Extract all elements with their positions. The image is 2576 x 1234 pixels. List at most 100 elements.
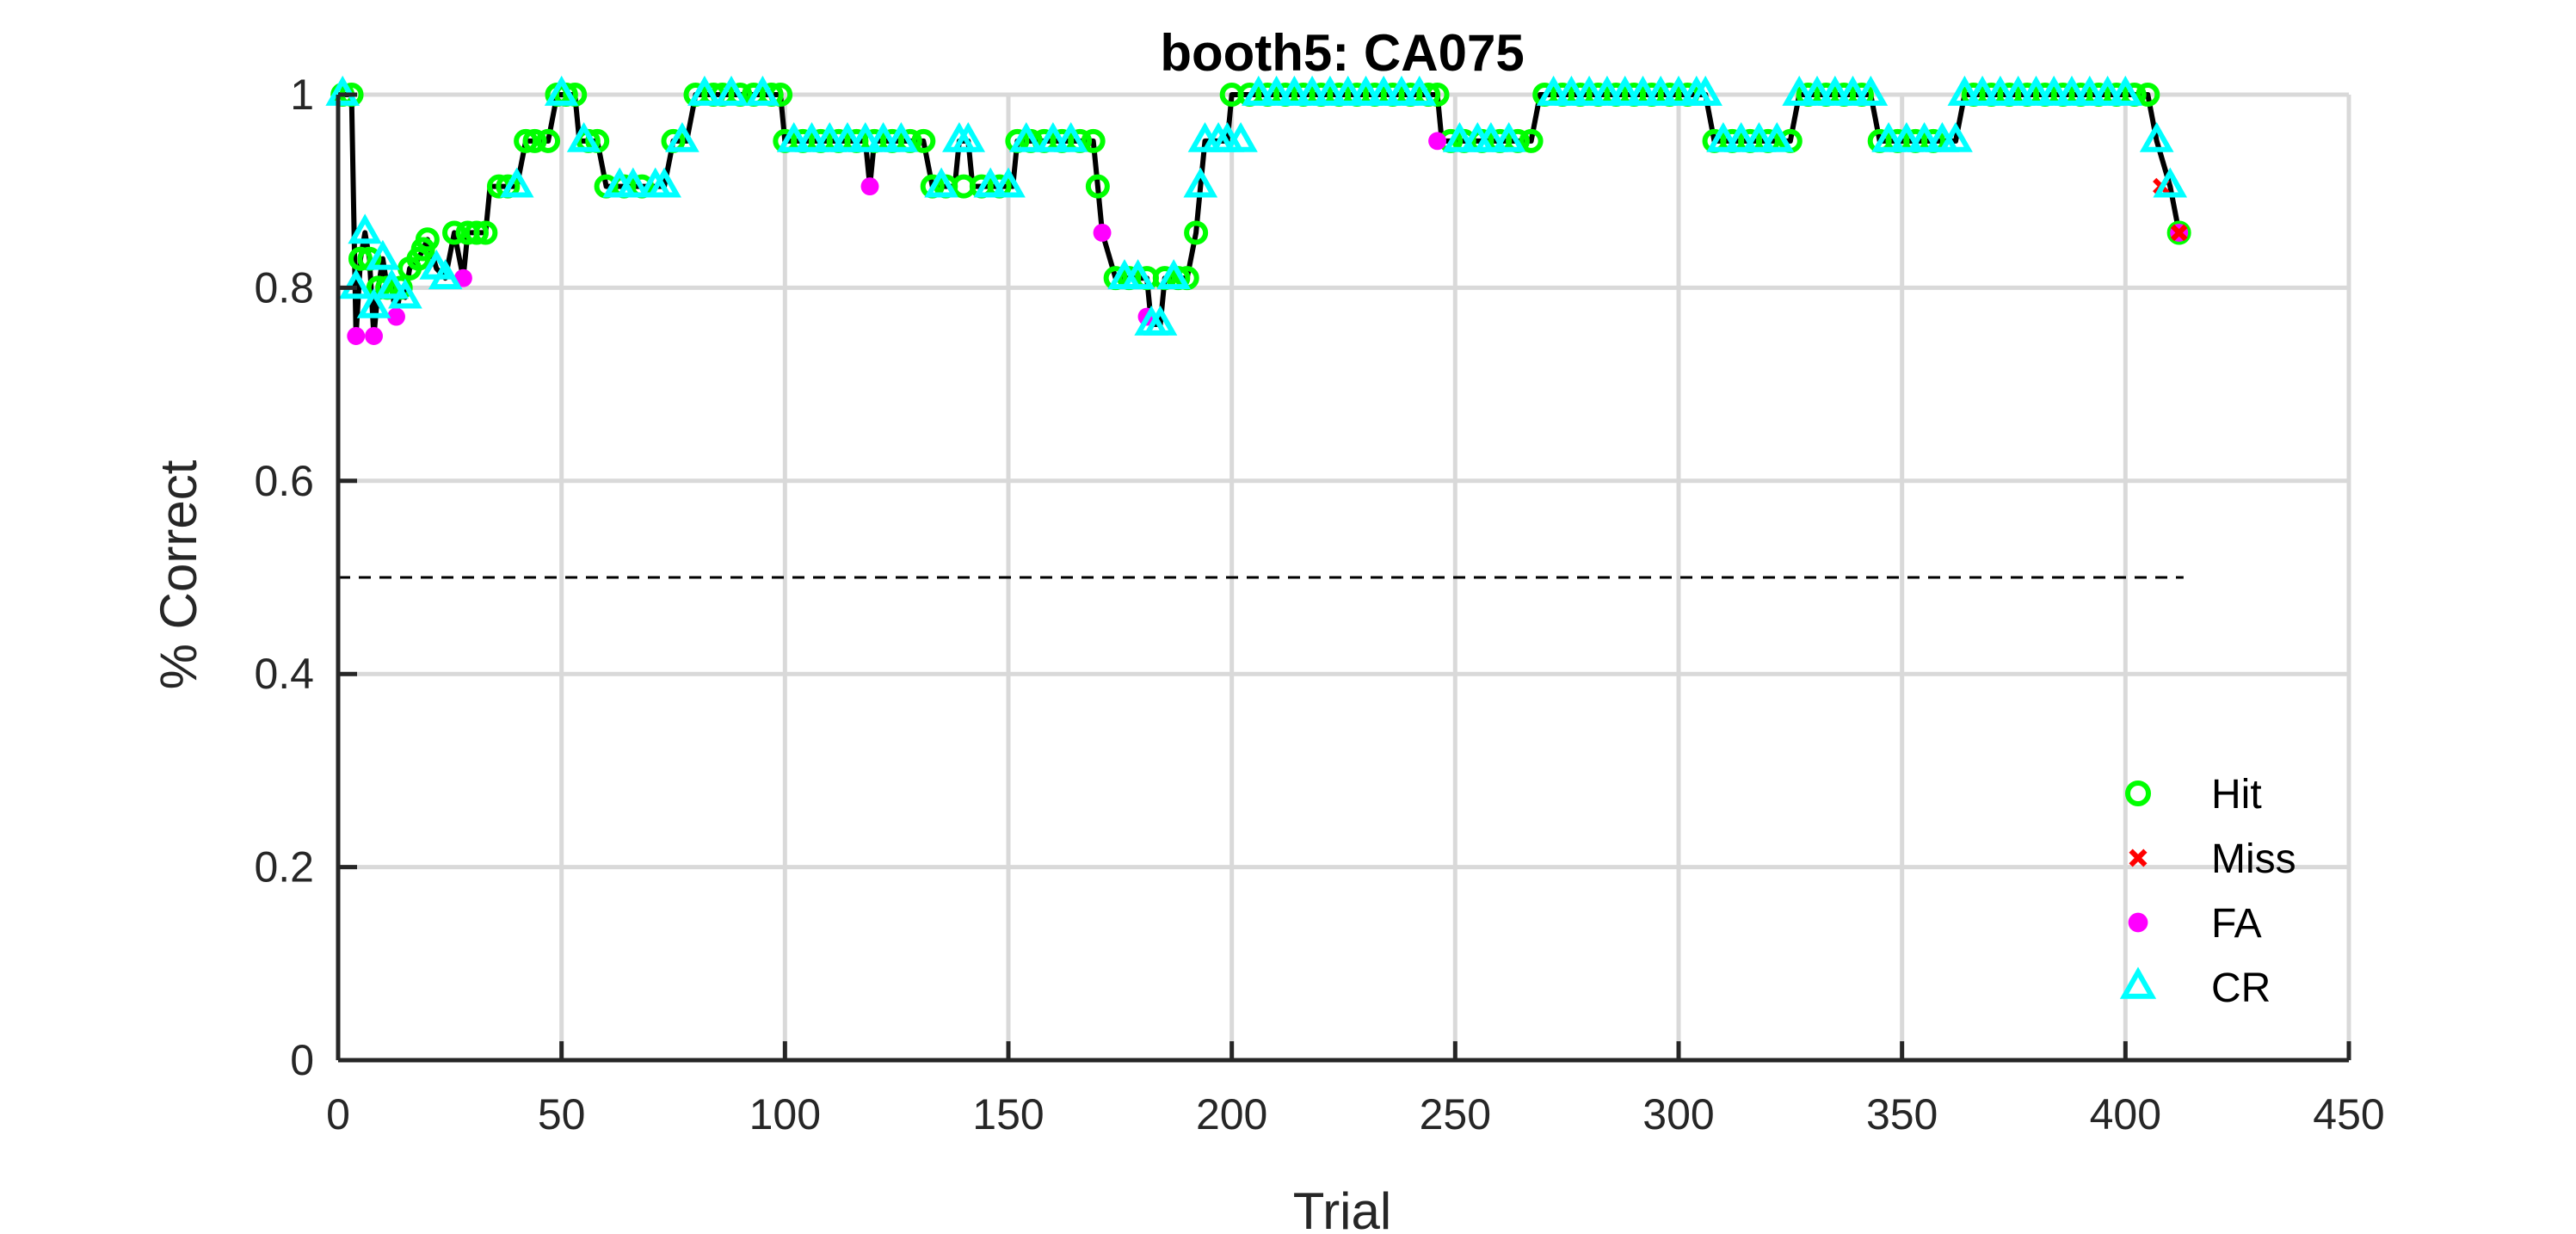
cr-point <box>1723 121 1759 152</box>
cr-point <box>356 287 391 318</box>
x-tick-label: 400 <box>2090 1090 2161 1138</box>
cr-point <box>1008 121 1044 152</box>
y-tick-label: 0 <box>290 1036 314 1084</box>
hit-point <box>1085 174 1110 199</box>
axes <box>336 92 2351 1063</box>
x-tick-label: 0 <box>326 1090 350 1138</box>
tick-labels: 0 50 100 150 200 250 300 350 400 450 0 0.2 0.4 0.6 0.8… <box>254 71 2384 1138</box>
hit-point <box>442 220 467 245</box>
cr-point <box>647 167 681 198</box>
cr-point <box>2139 121 2174 152</box>
cr-point <box>991 167 1026 198</box>
cr-point <box>973 167 1008 198</box>
legend-label-hit: Hit <box>2211 772 2262 818</box>
cr-point <box>1156 259 1191 290</box>
fa-point <box>1428 132 1447 151</box>
cr-point <box>2108 75 2143 106</box>
hit-point <box>536 128 561 153</box>
fa-point <box>1093 223 1112 242</box>
legend-item-miss: Miss <box>2129 836 2296 882</box>
cr-point <box>866 121 901 152</box>
series-cr <box>325 75 2188 336</box>
cr-point <box>1871 121 1906 152</box>
cr-point <box>544 75 579 106</box>
cr-point <box>1572 75 1606 106</box>
cr-point <box>1889 121 1924 152</box>
fa-point <box>347 327 366 345</box>
cr-point <box>1259 75 1294 106</box>
cr-point <box>1384 75 1419 106</box>
hit-point <box>1081 128 1106 153</box>
cr-point <box>2018 75 2054 106</box>
cr-point <box>1965 75 2000 106</box>
legend-label-miss: Miss <box>2211 836 2296 882</box>
legend-marker-hit <box>2125 781 2151 806</box>
cr-point <box>665 121 699 152</box>
hit-point <box>522 128 547 153</box>
cr-point <box>1907 121 1942 152</box>
x-tick-label: 300 <box>1642 1090 1714 1138</box>
legend-marker-miss-stroke-b <box>2129 848 2148 867</box>
x-tick-label: 250 <box>1420 1090 1491 1138</box>
cr-point <box>1120 259 1156 290</box>
markers-group <box>325 75 2191 345</box>
cr-point <box>1706 121 1741 152</box>
cr-point <box>1183 167 1218 198</box>
cr-point <box>1330 75 1365 106</box>
legend-marker-cr <box>2119 966 2157 999</box>
cr-point <box>2037 75 2072 106</box>
cr-point <box>1800 75 1834 106</box>
cr-point <box>847 121 883 152</box>
cr-point <box>499 167 534 198</box>
cr-point <box>1625 75 1661 106</box>
y-tick-label: 0.6 <box>254 457 314 505</box>
cr-point <box>1491 121 1526 152</box>
hit-point <box>464 220 489 245</box>
cr-point <box>951 121 986 152</box>
fa-point <box>387 307 405 326</box>
legend-marker-fa <box>2128 912 2148 933</box>
cr-point <box>1643 75 1679 106</box>
y-tick-label: 0.2 <box>254 843 314 892</box>
cr-point <box>1366 75 1402 106</box>
cr-point <box>1295 75 1329 106</box>
cr-point <box>2000 75 2036 106</box>
y-tick-label: 1 <box>290 71 314 119</box>
x-tick-label: 200 <box>1196 1090 1267 1138</box>
cr-point <box>366 239 400 270</box>
x-axis-label: Trial <box>1293 1182 1391 1234</box>
cr-point <box>1938 121 1973 152</box>
hit-point <box>415 227 440 252</box>
cr-point <box>884 121 919 152</box>
fa-point <box>860 177 879 196</box>
cr-point <box>1983 75 2018 106</box>
legend-item-hit: Hit <box>2125 772 2262 818</box>
legend-item-cr: CR <box>2119 966 2271 1011</box>
cr-point <box>348 213 382 244</box>
cr-point <box>428 259 463 290</box>
cr-point <box>1313 75 1347 106</box>
x-tick-label: 350 <box>1866 1090 1938 1138</box>
cr-point <box>1554 75 1589 106</box>
hit-point <box>348 246 373 271</box>
miss-point-stroke-b <box>2170 224 2188 242</box>
x-tick-label: 150 <box>972 1090 1044 1138</box>
cr-point <box>2055 75 2089 106</box>
cr-point <box>830 121 865 152</box>
cr-point <box>745 75 780 106</box>
cr-point <box>1590 75 1624 106</box>
cr-point <box>1348 75 1384 106</box>
cr-point <box>1741 121 1777 152</box>
cr-point <box>2153 167 2188 198</box>
cr-point <box>374 268 410 299</box>
x-tick-label: 100 <box>749 1090 821 1138</box>
miss-point <box>2170 224 2188 242</box>
cr-point <box>1536 75 1571 106</box>
legend-marker-miss <box>2129 848 2148 867</box>
y-axis-label: % Correct <box>150 460 207 689</box>
cr-point <box>615 167 650 198</box>
cr-point <box>1277 75 1312 106</box>
x-tick-label: 50 <box>538 1090 586 1138</box>
cr-point <box>1402 75 1437 106</box>
